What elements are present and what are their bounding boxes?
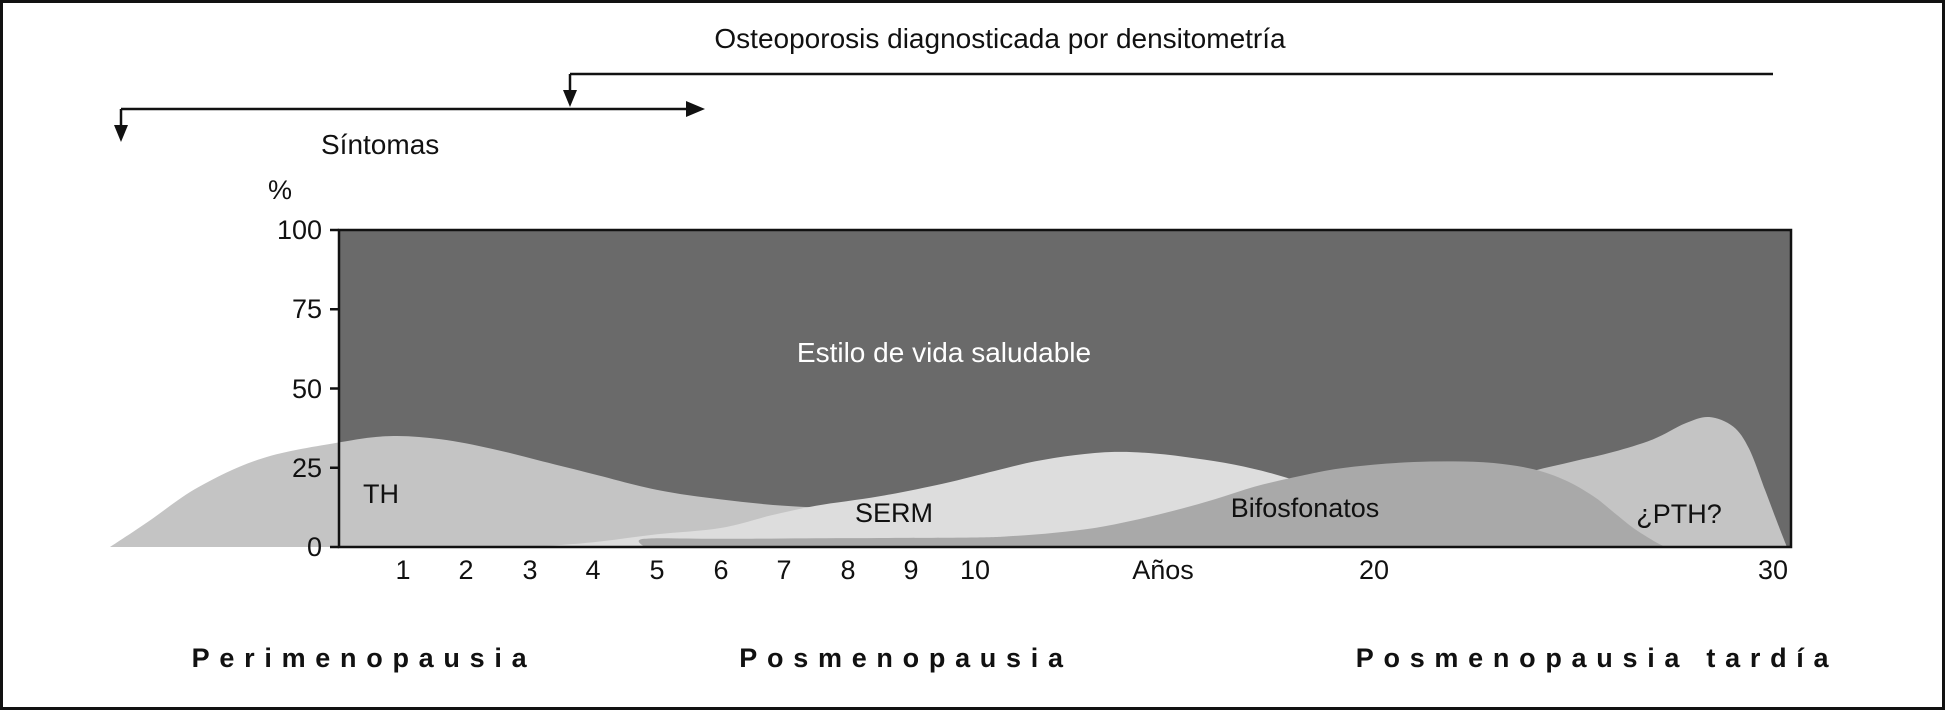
x-tick-6: 6 <box>713 555 729 585</box>
chart-canvas <box>110 72 1793 549</box>
x-tick-7: 7 <box>776 555 792 585</box>
x-tick-8: 8 <box>840 555 856 585</box>
symptoms-annotation: Síntomas <box>321 129 440 160</box>
x-tick-30: 30 <box>1757 555 1789 585</box>
y-tick-0: 0 <box>306 532 322 562</box>
y-tick-50: 50 <box>291 374 322 404</box>
healthy-lifestyle-area-label: Estilo de vida saludable <box>796 337 1092 368</box>
densitometry-annotation: Osteoporosis diagnosticada por densitome… <box>714 23 1286 54</box>
y-tick-100: 100 <box>276 215 322 245</box>
x-tick-9: 9 <box>903 555 919 585</box>
densitometry-down-arrowhead <box>563 90 577 107</box>
phase-label-posmenopausia-tardia: Posmenopausia tardía <box>1355 643 1839 673</box>
symptoms-down-arrowhead <box>114 125 128 142</box>
area-bifosfonatos <box>638 461 1666 547</box>
x-tick-3: 3 <box>522 555 538 585</box>
y-axis-unit-label: % <box>267 175 292 205</box>
serm-area-label: SERM <box>854 498 934 528</box>
pth-area-label: ¿PTH? <box>1636 499 1722 529</box>
symptoms-right-arrowhead <box>686 101 705 117</box>
phase-label-perimenopausia: Perimenopausia <box>191 643 537 673</box>
phase-label-posmenopausia: Posmenopausia <box>739 643 1073 673</box>
y-tick-75: 75 <box>291 294 322 324</box>
x-tick-10: 10 <box>959 555 991 585</box>
x-tick-años: Años <box>1132 555 1194 585</box>
x-tick-5: 5 <box>649 555 665 585</box>
x-tick-20: 20 <box>1358 555 1390 585</box>
bifosfonatos-area-label: Bifosfonatos <box>1230 493 1380 523</box>
x-tick-4: 4 <box>585 555 601 585</box>
x-tick-1: 1 <box>395 555 411 585</box>
x-tick-2: 2 <box>458 555 474 585</box>
th-area-label: TH <box>363 479 399 509</box>
y-tick-25: 25 <box>291 453 322 483</box>
